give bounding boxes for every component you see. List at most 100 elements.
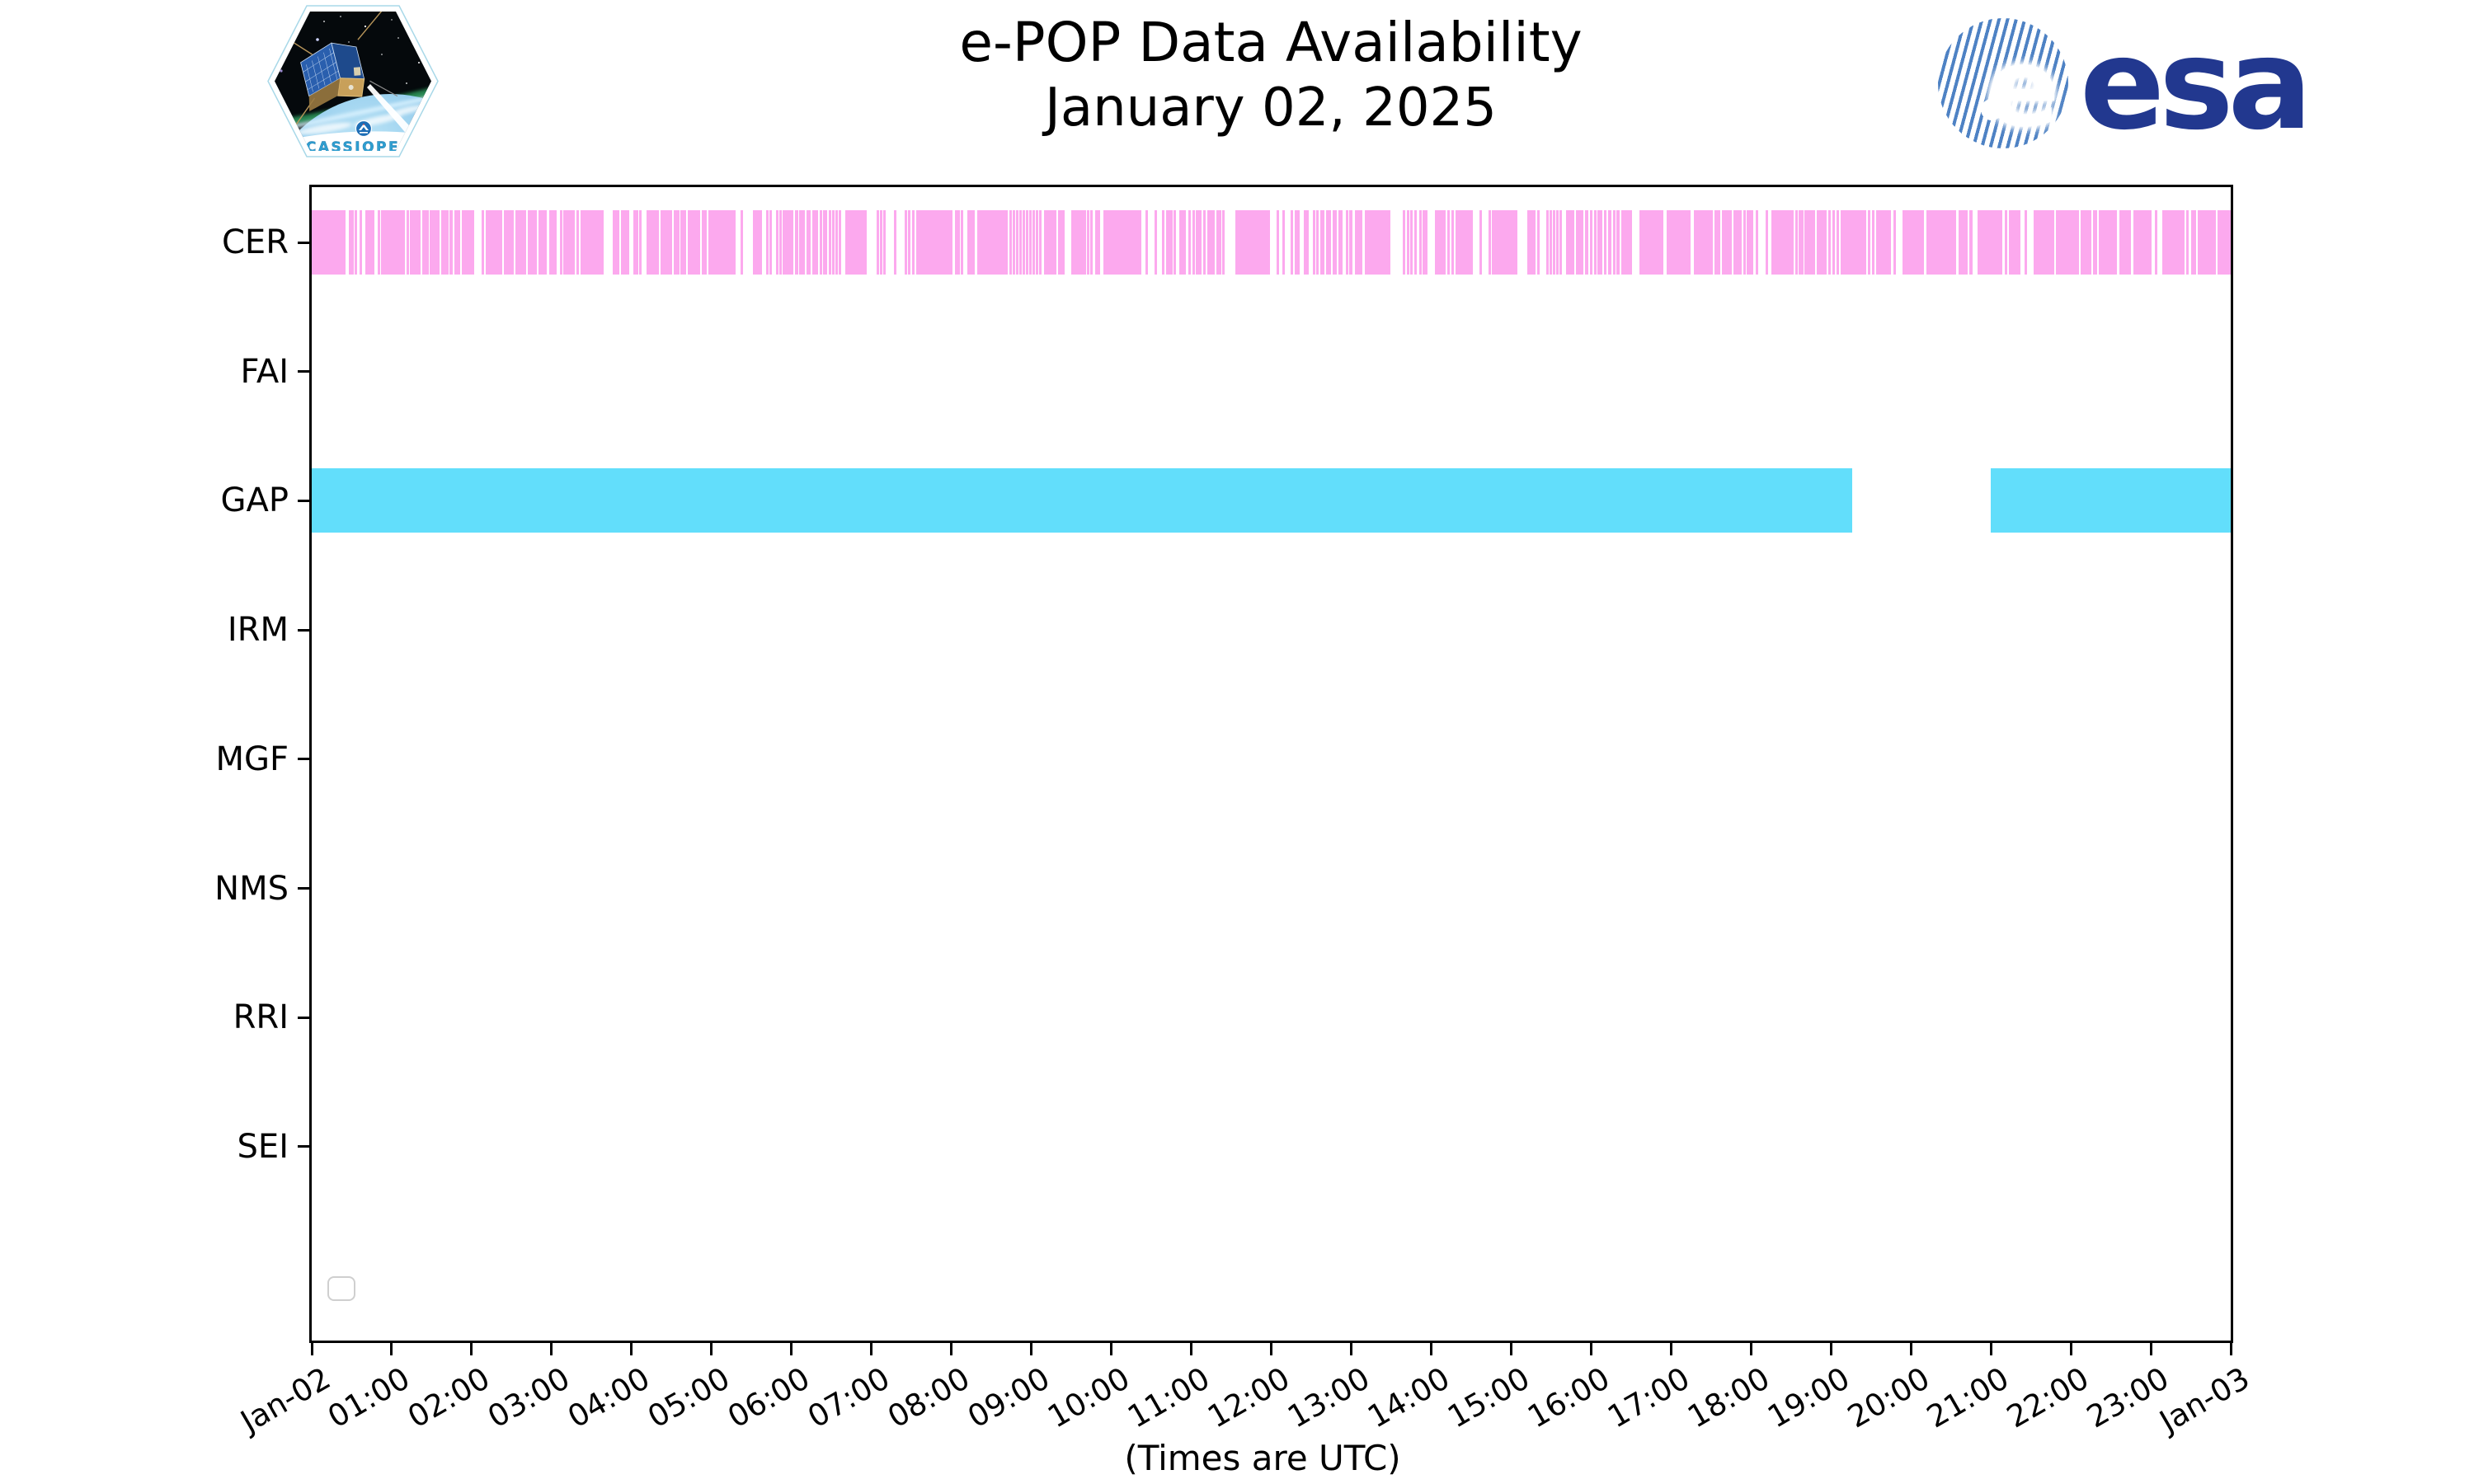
y-label-fai: FAI [240, 352, 289, 391]
cer-availability-bar [680, 210, 686, 275]
cer-availability-bar [360, 210, 363, 275]
plot-frame [309, 185, 2233, 1343]
cer-availability-bar [1590, 210, 1593, 275]
cer-availability-bar [1733, 210, 1742, 275]
cer-availability-bar [508, 210, 511, 275]
cer-availability-bar [467, 210, 474, 275]
cer-availability-bar [1836, 210, 1839, 275]
cer-availability-bar [421, 210, 429, 275]
cer-availability-bar [740, 210, 743, 275]
x-tick-17 [1669, 1341, 1672, 1355]
cer-availability-bar [2194, 210, 2197, 275]
y-tick-irm [298, 628, 312, 632]
cer-availability-bar [1044, 210, 1056, 275]
cer-availability-bar [822, 210, 828, 275]
cer-availability-bar [1828, 210, 1832, 275]
cer-availability-bar [1333, 210, 1337, 275]
x-tick-3 [550, 1341, 553, 1355]
esa-globe-dot [1981, 99, 2002, 120]
legend-box [327, 1276, 355, 1301]
x-tick-1 [390, 1341, 393, 1355]
y-label-rri: RRI [233, 998, 289, 1037]
x-tick-16 [1589, 1341, 1592, 1355]
cer-availability-bar [838, 210, 841, 275]
y-label-gap: GAP [220, 481, 289, 520]
y-label-sei: SEI [237, 1127, 289, 1166]
cer-availability-bar [1206, 210, 1215, 275]
cer-availability-bar [2198, 210, 2216, 275]
cer-availability-bar [1025, 210, 1028, 275]
cer-availability-bar [1145, 210, 1149, 275]
cer-availability-bar [390, 210, 406, 275]
cer-availability-bar [702, 210, 705, 275]
cer-availability-bar [1607, 210, 1611, 275]
cer-availability-bar [908, 210, 911, 275]
cer-availability-bar [2161, 210, 2185, 275]
patch-beam [367, 84, 420, 142]
gap-availability-bar [312, 468, 1853, 533]
cer-availability-bar [539, 210, 548, 275]
cer-availability-bar [503, 210, 506, 275]
cer-availability-bar [1435, 210, 1446, 275]
cer-availability-bar [1667, 210, 1691, 275]
cer-availability-bar [621, 210, 629, 275]
x-tick-label-1: 01:00 [322, 1360, 416, 1435]
cer-availability-bar [1036, 210, 1039, 275]
cer-availability-bar [660, 210, 673, 275]
cer-availability-bar [462, 210, 465, 275]
cer-availability-bar [1816, 210, 1827, 275]
cer-availability-bar [1013, 210, 1016, 275]
cer-availability-bar [1603, 210, 1606, 275]
esa-globe-e: e [1986, 25, 2060, 148]
x-tick-label-16: 16:00 [1521, 1360, 1616, 1435]
x-tick-6 [790, 1341, 793, 1355]
cer-availability-bar [1559, 210, 1563, 275]
cer-availability-bar [612, 210, 615, 275]
cer-availability-bar [1178, 210, 1186, 275]
cer-availability-bar [1492, 210, 1495, 275]
cer-availability-bar [877, 210, 880, 275]
x-tick-7 [870, 1341, 873, 1355]
cer-availability-bar [1326, 210, 1332, 275]
cer-availability-bar [1410, 210, 1413, 275]
cer-availability-bar [799, 210, 806, 275]
cer-availability-bar [563, 210, 575, 275]
y-tick-nms [298, 887, 312, 890]
gap-availability-bar [1991, 468, 2231, 533]
cer-availability-bar [430, 210, 433, 275]
cer-availability-bar [410, 210, 421, 275]
x-tick-11 [1190, 1341, 1193, 1355]
cer-availability-bar [1355, 210, 1363, 275]
cer-availability-bar [2080, 210, 2092, 275]
cer-availability-bar [2099, 210, 2118, 275]
esa-wordmark: esa [2080, 12, 2312, 157]
y-label-irm: IRM [227, 611, 289, 650]
cer-availability-bar [1694, 210, 1713, 275]
cer-availability-bar [1546, 210, 1550, 275]
x-tick-label-22: 22:00 [2001, 1360, 2095, 1435]
cer-availability-bar [1168, 210, 1171, 275]
cer-availability-bar [1016, 210, 1019, 275]
cer-availability-bar [1903, 210, 1924, 275]
cer-availability-bar [1926, 210, 1957, 275]
cer-availability-bar [1196, 210, 1202, 275]
x-tick-4 [630, 1341, 633, 1355]
cer-availability-bar [1170, 210, 1174, 275]
cer-availability-bar [1312, 210, 1315, 275]
cer-availability-bar [614, 210, 618, 275]
cer-availability-bar [1422, 210, 1427, 275]
cer-availability-bar [893, 210, 896, 275]
x-tick-label-10: 10:00 [1042, 1360, 1136, 1435]
cer-availability-bar [1235, 210, 1270, 275]
cer-availability-bar [2004, 210, 2008, 275]
cer-availability-bar [351, 210, 355, 275]
cer-availability-bar [1799, 210, 1804, 275]
x-tick-label-15: 15:00 [1442, 1360, 1536, 1435]
cer-availability-bar [1022, 210, 1025, 275]
x-tick-20 [1909, 1341, 1912, 1355]
x-tick-label-11: 11:00 [1122, 1360, 1216, 1435]
x-tick-label-0: Jan-02 [234, 1360, 336, 1439]
cer-availability-bar [1154, 210, 1157, 275]
x-tick-label-6: 06:00 [722, 1360, 816, 1435]
